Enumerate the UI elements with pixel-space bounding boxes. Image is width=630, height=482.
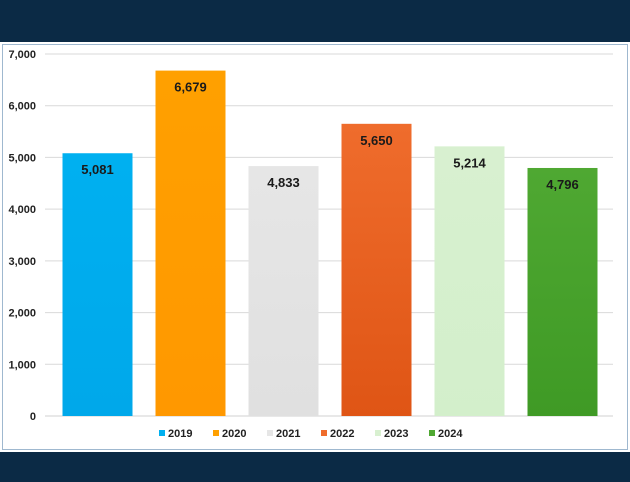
bars (62, 70, 598, 417)
y-tick-label: 5,000 (8, 152, 36, 164)
y-axis: 0 1,000 2,000 3,000 4,000 5,000 6,000 7,000 (8, 49, 36, 423)
y-tick-label: 3,000 (8, 256, 36, 268)
legend-swatch (213, 430, 219, 436)
bar-2020[interactable] (155, 70, 226, 417)
y-tick-label: 2,000 (8, 308, 36, 320)
y-tick-label: 0 (30, 411, 36, 423)
legend-item-2019: 2019 (159, 428, 192, 440)
legend-item-2024: 2024 (429, 428, 463, 440)
legend-swatch (375, 430, 381, 436)
y-tick-label: 7,000 (8, 49, 36, 61)
legend-swatch (267, 430, 273, 436)
data-label-2022: 5,650 (360, 133, 393, 148)
legend-label: 2021 (276, 428, 300, 440)
legend-label: 2019 (168, 428, 192, 440)
legend-item-2022: 2022 (321, 428, 354, 440)
data-label-2021: 4,833 (267, 175, 300, 190)
y-tick-label: 6,000 (8, 101, 36, 113)
data-labels: 5,081 6,679 4,833 5,650 5,214 4,796 (81, 80, 579, 192)
legend-item-2020: 2020 (213, 428, 246, 440)
y-tick-label: 4,000 (8, 204, 36, 216)
legend-label: 2020 (222, 428, 246, 440)
legend-item-2023: 2023 (375, 428, 408, 440)
legend-label: 2023 (384, 428, 408, 440)
legend-label: 2024 (438, 428, 463, 440)
gridlines (45, 53, 613, 417)
bar-chart: 0 1,000 2,000 3,000 4,000 5,000 6,000 7,000 5,0… (8, 49, 613, 440)
bar-2019[interactable] (62, 153, 133, 416)
data-label-2019: 5,081 (81, 162, 114, 177)
data-label-2024: 4,796 (546, 177, 579, 192)
bar-2021[interactable] (248, 166, 319, 416)
y-tick-label: 1,000 (8, 359, 36, 371)
chart-frame: 0 1,000 2,000 3,000 4,000 5,000 6,000 7,000 5,0… (0, 42, 630, 452)
legend-label: 2022 (330, 428, 354, 440)
bar-2024[interactable] (527, 167, 598, 416)
data-label-2020: 6,679 (174, 80, 207, 95)
legend-item-2021: 2021 (267, 428, 300, 440)
bar-2022[interactable] (341, 123, 412, 417)
legend-swatch (321, 430, 327, 436)
legend-swatch (429, 430, 435, 436)
data-label-2023: 5,214 (453, 155, 486, 170)
legend: 2019 2020 2021 2022 2023 2024 (159, 428, 463, 440)
bar-2023[interactable] (434, 146, 505, 416)
legend-swatch (159, 430, 165, 436)
